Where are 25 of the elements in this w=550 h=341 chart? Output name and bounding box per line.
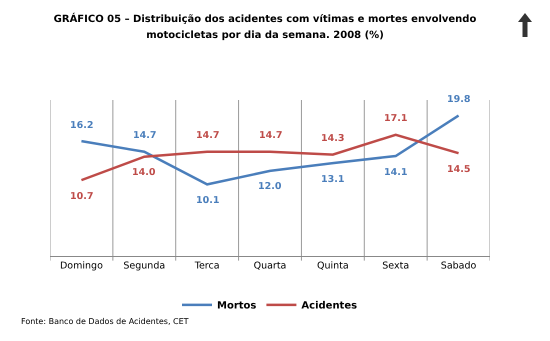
data-label: 17.1	[384, 113, 408, 124]
data-label: 14.5	[447, 164, 470, 175]
x-tick-label: Sexta	[382, 260, 410, 272]
data-label: 10.1	[196, 195, 220, 206]
x-tick-label: Terca	[194, 260, 220, 272]
data-label: 16.2	[70, 120, 94, 131]
data-label: 13.1	[321, 174, 344, 185]
data-label: 14.7	[259, 130, 282, 141]
x-tick-label: Domingo	[60, 260, 104, 272]
data-label: 19.8	[447, 94, 471, 105]
data-label: 14.1	[384, 167, 408, 178]
x-tick-label: Quarta	[254, 260, 286, 272]
legend-label: Mortos	[217, 300, 256, 312]
x-tick-label: Quinta	[317, 260, 349, 272]
x-tick-label: Segunda	[123, 260, 166, 272]
data-label: 14.7	[196, 130, 220, 141]
data-label: 14.7	[133, 130, 156, 141]
source-note: Fonte: Banco de Dados de Acidentes, CET	[21, 317, 189, 326]
data-label: 14.3	[321, 133, 344, 144]
data-label: 12.0	[258, 181, 282, 192]
legend-label: Acidentes	[301, 300, 358, 312]
data-label: 14.0	[132, 167, 156, 178]
data-label: 10.7	[70, 191, 94, 202]
x-tick-label: Sabado	[440, 260, 477, 272]
chart-title: GRÁFICO 05 – Distribuição dos acidentes com vítimas e mortes envolvendo motocicletas por dia da semana. 2008 (%)	[52, 12, 478, 43]
